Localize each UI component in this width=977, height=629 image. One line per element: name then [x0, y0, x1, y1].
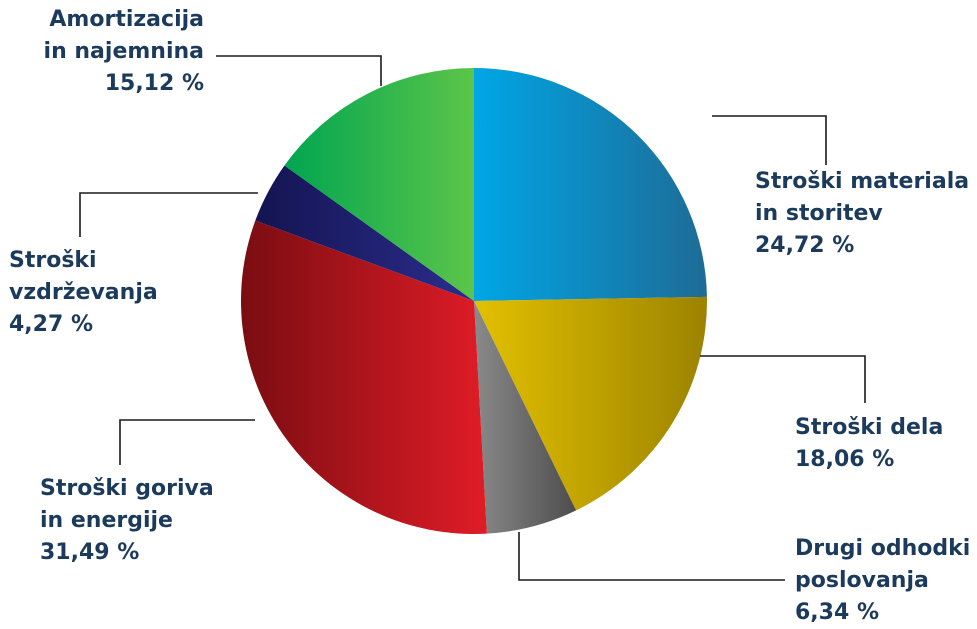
label-drugi-line-1: Drugi odhodki [795, 536, 971, 561]
label-goriva-line-2: in energije [40, 507, 173, 533]
leader-line-vzdrzevanja [79, 192, 258, 237]
pie-slice-vzdrzevanja [255, 165, 474, 301]
label-materiala-line-2: in storitev [755, 200, 883, 226]
label-drugi: Drugi odhodki poslovanja 6,34 % [795, 533, 970, 629]
label-goriva-line-1: Stroški goriva [40, 476, 214, 501]
label-vzdrzevanja-line-1: Stroški [9, 248, 97, 273]
label-dela-value: 18,06 % [795, 446, 895, 472]
label-vzdrzevanja-line-2: vzdrževanja [9, 279, 158, 305]
label-drugi-line-2: poslovanja [795, 567, 929, 593]
label-amortizacija-line-1: Amortizacija [49, 7, 204, 32]
pie-slice-goriva [241, 220, 487, 534]
leader-line-goriva [119, 419, 255, 465]
label-amortizacija: Amortizacija in najemnina 15,12 % [44, 4, 204, 100]
label-materiala: Stroški materiala in storitev 24,72 % [755, 166, 969, 262]
pie-slices [241, 68, 707, 534]
label-drugi-value: 6,34 % [795, 599, 879, 625]
label-amortizacija-line-2: in najemnina [43, 38, 204, 64]
label-materiala-line-1: Stroški materiala [755, 169, 970, 194]
label-vzdrzevanja-value: 4,27 % [9, 311, 93, 337]
leader-line-amortizacija [216, 55, 382, 86]
pie-slice-materiala [474, 68, 707, 301]
label-materiala-value: 24,72 % [755, 232, 855, 258]
pie-slice-amortizacija [284, 68, 474, 301]
leader-line-materiala [712, 115, 827, 165]
pie-slice-dela [474, 296, 707, 511]
pie-slice-drugi [474, 301, 577, 534]
label-goriva: Stroški goriva in energije 31,49 % [40, 473, 214, 569]
label-dela: Stroški dela 18,06 % [795, 412, 943, 476]
label-goriva-value: 31,49 % [40, 539, 140, 565]
label-amortizacija-value: 15,12 % [104, 70, 204, 96]
label-vzdrzevanja: Stroški vzdrževanja 4,27 % [9, 245, 158, 341]
leader-lines [79, 55, 866, 581]
label-dela-line-1: Stroški dela [795, 415, 944, 440]
leader-line-dela [700, 355, 866, 403]
leader-line-drugi [518, 532, 785, 581]
